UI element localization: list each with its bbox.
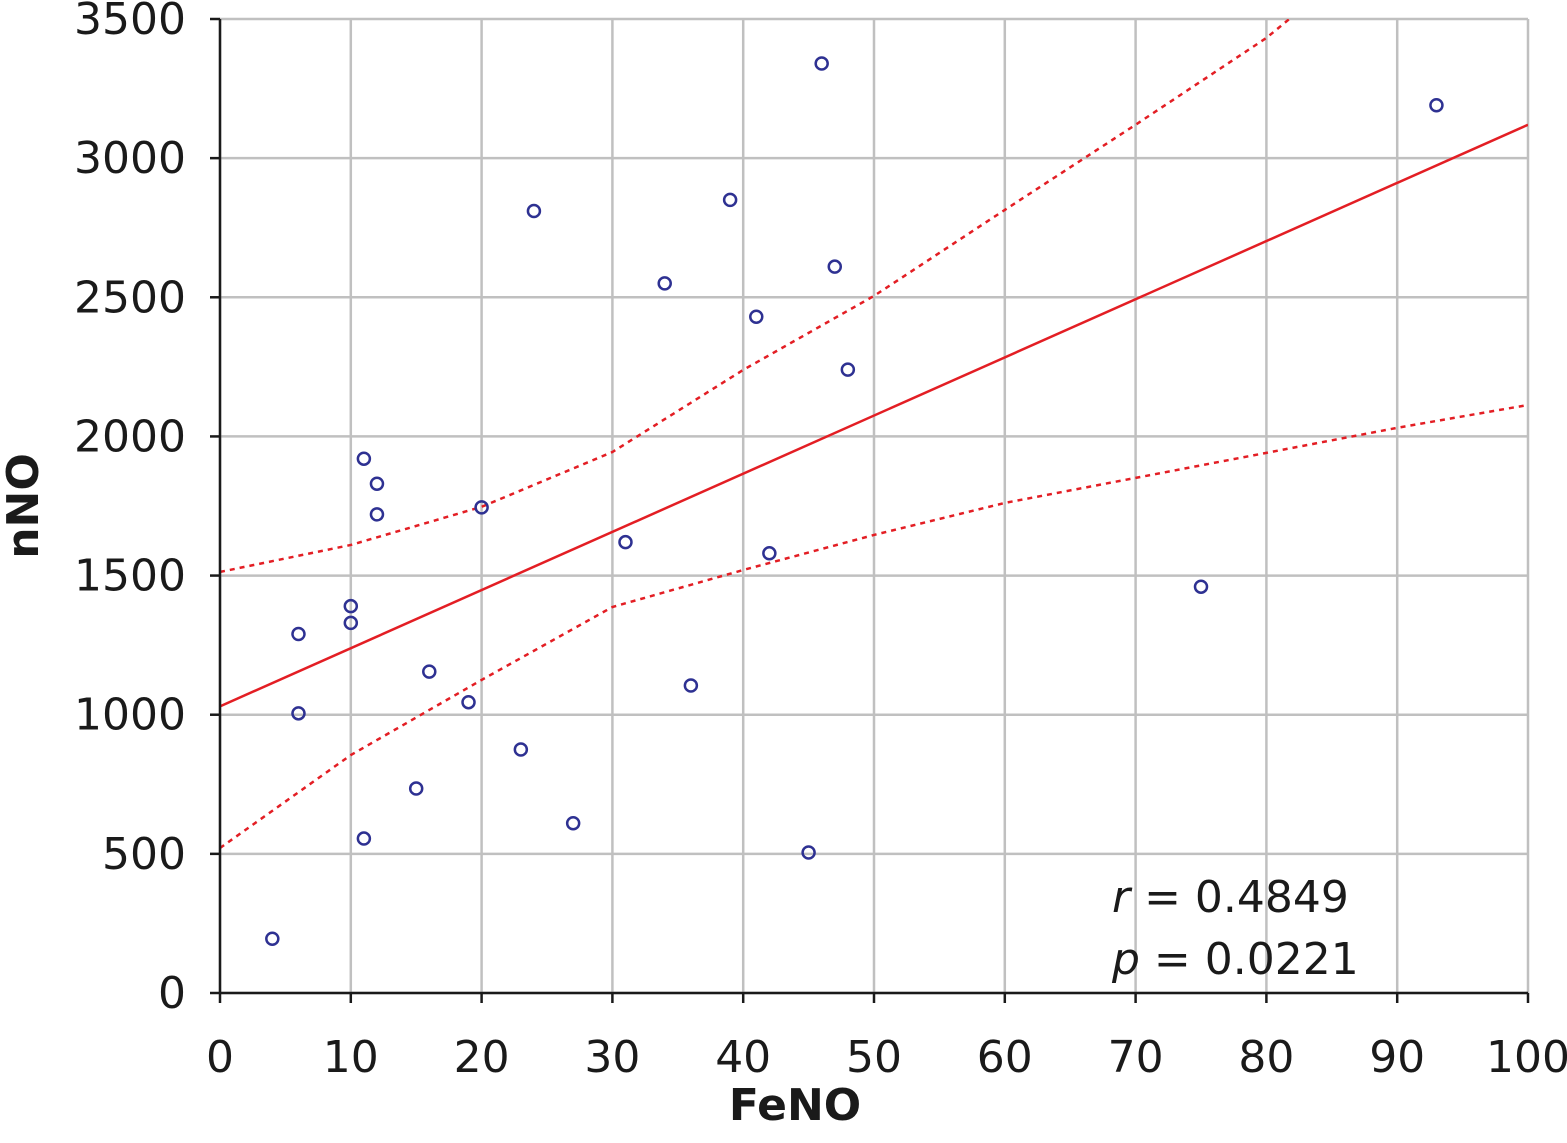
point — [474, 500, 489, 515]
point — [291, 626, 306, 642]
point — [513, 742, 529, 757]
annotation-var: p — [1111, 934, 1140, 985]
points — [265, 56, 1444, 946]
point — [749, 309, 764, 325]
x-tick-label: 20 — [454, 1032, 510, 1083]
point — [461, 694, 476, 710]
grid — [218, 17, 1530, 995]
x-tick-label: 100 — [1486, 1032, 1567, 1083]
annotation-text: = 0.0221 — [1140, 934, 1359, 985]
x-tick-label: 70 — [1108, 1032, 1164, 1083]
point — [408, 781, 424, 796]
y-tick-label: 0 — [158, 968, 186, 1019]
point — [291, 706, 306, 721]
y-tick-label: 3000 — [74, 133, 186, 184]
annotation: p = 0.0221 — [1111, 934, 1359, 985]
regression-line — [220, 123, 1528, 708]
x-tick-label: 60 — [977, 1032, 1033, 1083]
point — [840, 362, 856, 377]
x-tick-label: 50 — [846, 1032, 902, 1083]
annotation: r = 0.4849 — [1112, 872, 1349, 923]
x-tick-label: 0 — [206, 1032, 234, 1083]
point — [356, 831, 372, 846]
point — [265, 931, 280, 946]
confidence-band — [220, 403, 1528, 850]
x-tick-label: 10 — [323, 1032, 379, 1083]
point — [1193, 579, 1209, 594]
point — [1429, 98, 1444, 113]
axes: 0 10 20 30 40 50 60 70 80 90 100050010001500200025… — [74, 0, 1567, 1083]
x-axis-title: FeNO — [729, 1080, 861, 1131]
x-tick-label: 30 — [584, 1032, 640, 1083]
point — [565, 815, 581, 831]
y-axis-title: nNO — [0, 453, 49, 559]
point — [618, 534, 633, 550]
y-tick-label: 2500 — [74, 272, 186, 323]
fit-lines — [220, 19, 1528, 850]
x-tick-label: 80 — [1238, 1032, 1294, 1083]
point — [369, 476, 385, 491]
point — [369, 507, 385, 522]
x-tick-label: 90 — [1369, 1032, 1425, 1083]
point — [343, 615, 359, 631]
annotation-text: = 0.4849 — [1130, 872, 1349, 923]
y-tick-label: 3500 — [74, 0, 186, 45]
point — [827, 259, 843, 274]
point — [422, 664, 437, 679]
y-tick-label: 1500 — [74, 551, 186, 602]
point — [801, 845, 816, 860]
point — [762, 546, 777, 561]
y-tick-label: 2000 — [74, 411, 186, 462]
point — [657, 276, 672, 291]
point — [526, 203, 542, 219]
y-tick-label: 1000 — [74, 690, 186, 741]
x-tick-label: 40 — [715, 1032, 771, 1083]
point — [343, 598, 359, 614]
point — [814, 56, 829, 71]
point — [683, 678, 699, 693]
point — [356, 451, 372, 466]
y-tick-label: 500 — [102, 829, 186, 880]
confidence-band — [220, 19, 1292, 574]
point — [722, 192, 738, 208]
annotation-var: r — [1112, 872, 1133, 923]
